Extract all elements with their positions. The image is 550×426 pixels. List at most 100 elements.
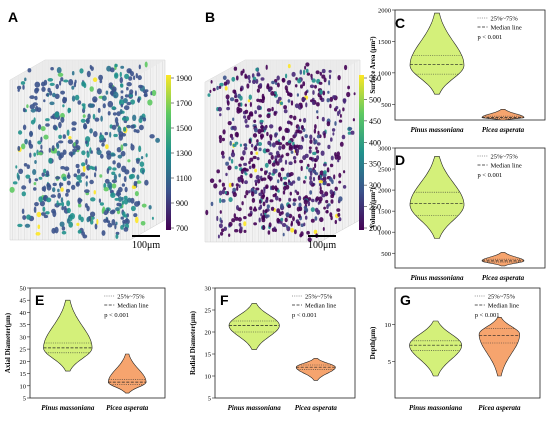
colorbar-tick-label: 500	[369, 95, 381, 104]
violin-pinus	[409, 320, 463, 377]
violin-chart-g: 5 10 Depth(μm) Pinus massoniana Picea aspera…	[369, 287, 541, 412]
y-tick-label: 500	[381, 102, 391, 109]
panel-letter-g: G	[400, 292, 411, 308]
y-tick-label: 15	[20, 371, 27, 378]
category-label: Picea asperata	[478, 404, 521, 412]
panel-letter-e: E	[35, 292, 44, 308]
category-label: Pinus massoniana	[409, 404, 463, 412]
plot-frame	[394, 147, 546, 269]
panel-letter-f: F	[220, 292, 229, 308]
violin-chart-d: 500 1000 1500 2000 2500 3000 Volume (μm³) Pinus…	[369, 146, 546, 282]
panel-letter-c: C	[395, 15, 405, 31]
scale-bar-label: 100μm	[132, 240, 160, 251]
colorbar-tick-label: 400	[369, 138, 381, 147]
legend: 25%~75% Median line p < 0.001	[477, 16, 522, 41]
legend-entry: Median line	[117, 303, 148, 310]
y-tick-label: 50	[20, 286, 27, 293]
legend: 25%~75% Median line p < 0.001	[474, 294, 519, 319]
category-label: Pinus massoniana	[410, 274, 464, 282]
colorbar-tick-label: 250	[369, 203, 381, 212]
category-label: Pinus massoniana	[410, 126, 464, 134]
legend-entry: Median line	[488, 303, 519, 310]
y-tick-label: 10	[20, 383, 27, 390]
scale-bar-a: 100μm	[132, 235, 160, 251]
violin-picea	[108, 353, 147, 394]
colorbar-tick-label: 550	[369, 74, 381, 83]
y-tick-label: 20	[20, 359, 27, 366]
y-tick-label: 3000	[378, 146, 391, 153]
violin-pinus	[409, 12, 465, 95]
plot-frame	[29, 287, 166, 399]
violin-pinus	[409, 156, 465, 239]
legend-entry: p < 0.001	[292, 312, 317, 319]
violin-pinus	[43, 299, 93, 372]
y-tick-label: 1500	[378, 39, 391, 46]
y-tick-label: 2000	[378, 188, 391, 195]
legend-entry: 25%~75%	[488, 294, 516, 301]
y-tick-label: 1000	[378, 230, 391, 237]
scale-bar-label: 100μm	[308, 240, 336, 251]
legend-entry: Median line	[305, 303, 336, 310]
legend-entry: Median line	[491, 25, 522, 32]
plot-frame	[394, 9, 546, 121]
y-axis-label: Depth(μm)	[369, 326, 377, 359]
violin-picea	[481, 252, 525, 267]
legend-entry: 25%~75%	[117, 294, 145, 301]
colorbar-tick-label: 450	[369, 117, 381, 126]
y-tick-label: 10	[385, 322, 392, 329]
legend-entry: 25%~75%	[305, 294, 333, 301]
legend-entry: p < 0.001	[104, 312, 129, 319]
y-tick-label: 35	[20, 322, 27, 329]
pore-network-3d-icon	[204, 59, 361, 243]
y-axis-label: Radial Diameter(μm)	[189, 310, 197, 375]
y-tick-label: 1500	[378, 209, 391, 216]
violin-pinus	[228, 303, 280, 350]
violin-chart-c: 500 1000 1500 2000 Surface Area (μm²) Pinus m…	[369, 8, 546, 134]
category-label: Pinus massoniana	[41, 404, 95, 412]
legend-entry: 25%~75%	[491, 16, 519, 23]
legend-entry: p < 0.001	[478, 172, 503, 179]
panel-letter-a: A	[8, 9, 18, 25]
panel-letter-b: B	[205, 9, 215, 25]
colorbar-tick-label: 900	[176, 199, 188, 208]
y-tick-label: 5	[388, 359, 391, 366]
legend-entry: p < 0.001	[478, 34, 503, 41]
colorbar-tick-label: 350	[369, 160, 381, 169]
colorbar-tick-label: 700	[176, 224, 188, 233]
legend-entry: p < 0.001	[475, 312, 500, 319]
colorbar-tick-label: 1300	[176, 149, 192, 158]
legend: 25%~75% Median line p < 0.001	[292, 294, 336, 319]
y-tick-label: 20	[205, 330, 212, 337]
y-tick-label: 25	[205, 308, 212, 315]
y-tick-label: 30	[205, 286, 212, 293]
y-tick-label: 500	[381, 251, 391, 258]
category-label: Picea asperata	[482, 274, 525, 282]
pore-network-3d-icon	[9, 59, 166, 241]
y-tick-label: 5	[23, 396, 26, 403]
colorbar-tick-label: 1500	[176, 124, 192, 133]
legend: 25%~75% Median line p < 0.001	[104, 294, 149, 319]
panel-letter-d: D	[395, 152, 405, 168]
y-axis-label: Volume (μm³)	[369, 187, 377, 229]
category-label: Pinus massoniana	[228, 404, 282, 412]
legend-entry: Median line	[491, 163, 522, 170]
y-tick-label: 5	[208, 396, 211, 403]
violin-picea	[478, 316, 521, 377]
y-tick-label: 2500	[378, 167, 391, 174]
scale-bar-b: 100μm	[308, 235, 336, 251]
colorbar-tick-label: 1100	[176, 174, 192, 183]
category-label: Picea asperata	[106, 404, 149, 412]
y-axis-label: Surface Area (μm²)	[369, 36, 377, 94]
y-tick-label: 40	[20, 310, 27, 317]
colorbar-tick-label: 300	[369, 181, 381, 190]
violin-chart-e: 5 10 15 20 25 30 35 40 45 50 Axial Diameter(μm) Pin…	[4, 286, 166, 412]
y-tick-label: 25	[20, 347, 27, 354]
y-tick-label: 45	[20, 298, 27, 305]
y-tick-label: 30	[20, 334, 27, 341]
category-label: Picea asperata	[295, 404, 338, 412]
colorbar-a: 1900 1700 1500 1300 1100 900 700	[166, 74, 192, 233]
colorbar-tick-label: 1900	[176, 74, 192, 83]
legend-entry: 25%~75%	[491, 154, 519, 161]
y-tick-label: 1000	[378, 70, 391, 77]
